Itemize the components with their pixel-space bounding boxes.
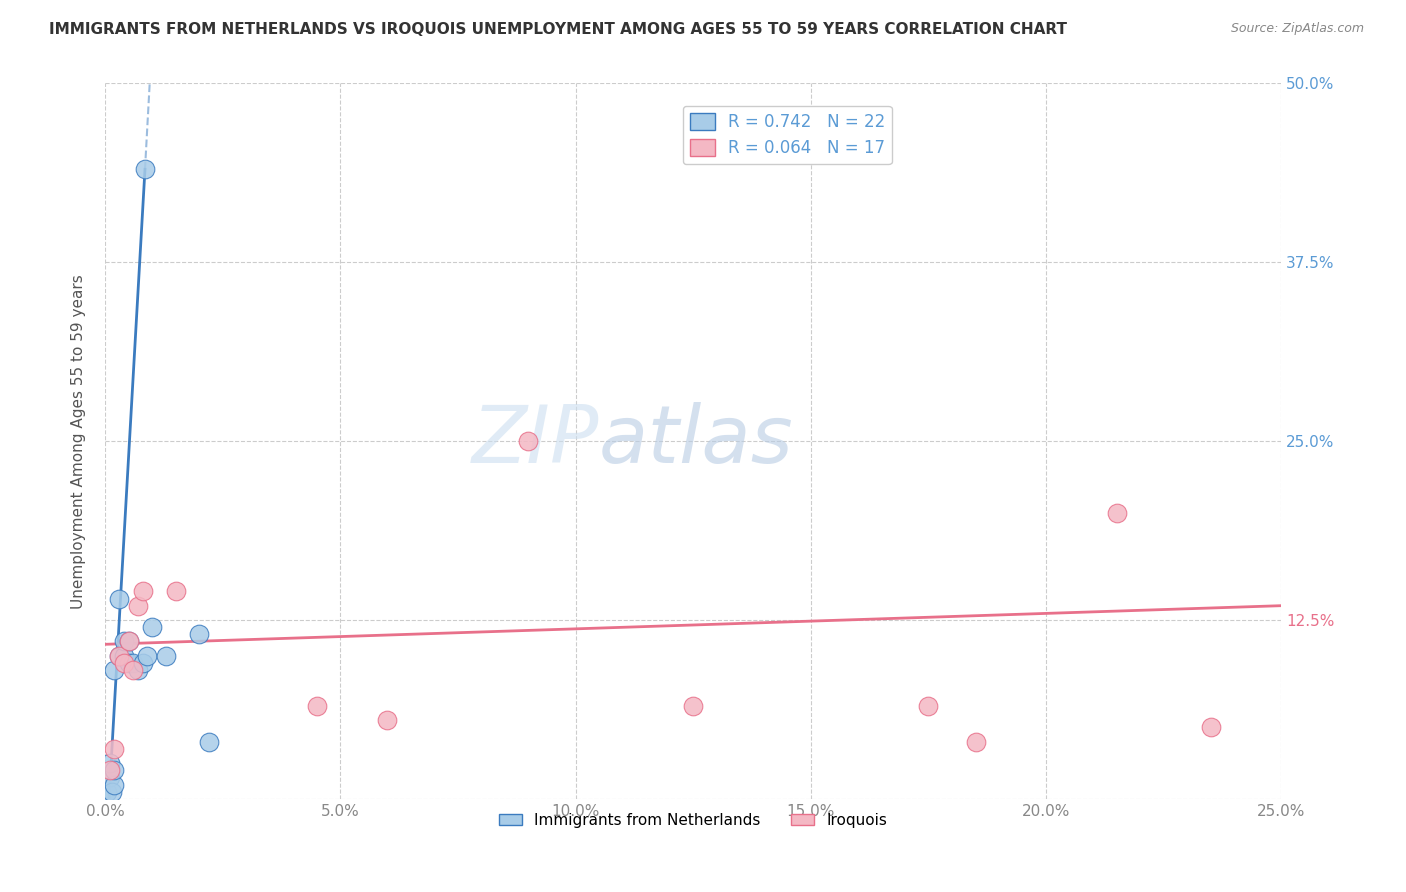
Point bbox=[117, 634, 139, 648]
Point bbox=[917, 698, 939, 713]
Point bbox=[117, 656, 139, 670]
Point bbox=[112, 634, 135, 648]
Point bbox=[112, 648, 135, 663]
Point bbox=[1199, 720, 1222, 734]
Point bbox=[98, 756, 121, 770]
Text: ZIP: ZIP bbox=[471, 402, 599, 480]
Point bbox=[197, 734, 219, 748]
Point bbox=[188, 627, 211, 641]
Point bbox=[103, 778, 125, 792]
Point bbox=[682, 698, 704, 713]
Point bbox=[103, 663, 125, 677]
Point bbox=[108, 591, 131, 606]
Point bbox=[165, 584, 187, 599]
Point bbox=[131, 656, 153, 670]
Point bbox=[141, 620, 163, 634]
Point bbox=[127, 663, 149, 677]
Point bbox=[122, 656, 145, 670]
Point bbox=[1105, 506, 1128, 520]
Legend: Immigrants from Netherlands, Iroquois: Immigrants from Netherlands, Iroquois bbox=[494, 807, 893, 834]
Point bbox=[112, 656, 135, 670]
Point bbox=[96, 785, 118, 799]
Point bbox=[103, 741, 125, 756]
Point bbox=[134, 162, 156, 177]
Point bbox=[136, 648, 159, 663]
Point bbox=[98, 770, 121, 784]
Point bbox=[103, 763, 125, 777]
Point bbox=[517, 434, 540, 449]
Point bbox=[155, 648, 177, 663]
Point bbox=[108, 648, 131, 663]
Point bbox=[122, 663, 145, 677]
Point bbox=[965, 734, 987, 748]
Point bbox=[127, 599, 149, 613]
Point bbox=[305, 698, 328, 713]
Text: atlas: atlas bbox=[599, 402, 794, 480]
Point bbox=[375, 713, 398, 727]
Point bbox=[117, 634, 139, 648]
Text: IMMIGRANTS FROM NETHERLANDS VS IROQUOIS UNEMPLOYMENT AMONG AGES 55 TO 59 YEARS C: IMMIGRANTS FROM NETHERLANDS VS IROQUOIS … bbox=[49, 22, 1067, 37]
Text: Source: ZipAtlas.com: Source: ZipAtlas.com bbox=[1230, 22, 1364, 36]
Point bbox=[101, 785, 124, 799]
Y-axis label: Unemployment Among Ages 55 to 59 years: Unemployment Among Ages 55 to 59 years bbox=[72, 274, 86, 608]
Point bbox=[98, 763, 121, 777]
Point bbox=[108, 648, 131, 663]
Point bbox=[131, 584, 153, 599]
